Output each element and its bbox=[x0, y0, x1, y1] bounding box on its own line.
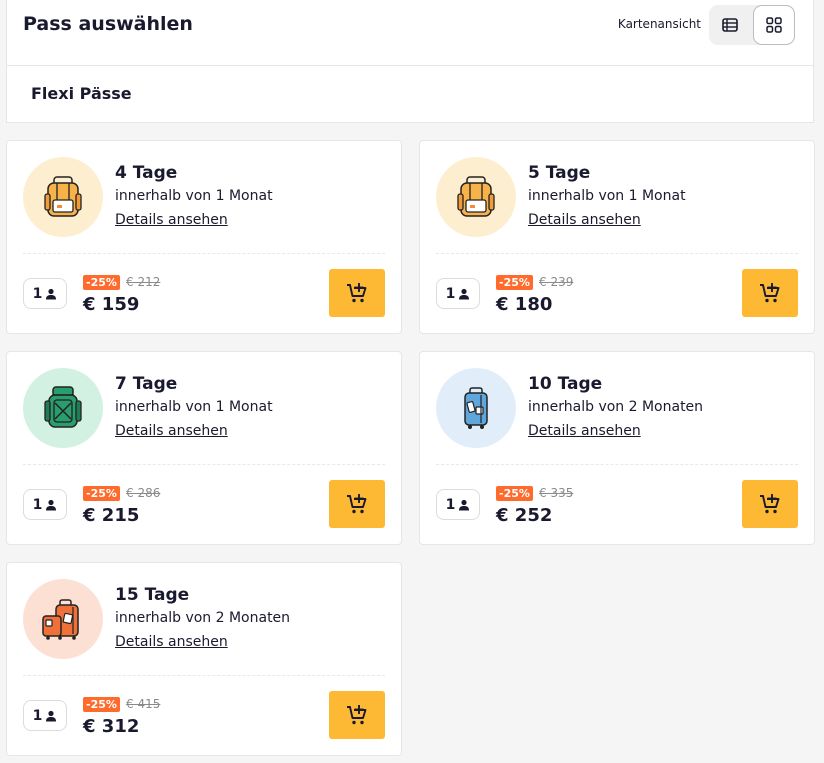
pass-card: 7 Tage innerhalb von 1 Monat Details ans… bbox=[6, 351, 402, 545]
discount-badge: -25% bbox=[83, 697, 120, 712]
add-to-cart-button[interactable] bbox=[329, 691, 385, 739]
passenger-count: 1 bbox=[445, 285, 456, 302]
pass-thumbnail bbox=[23, 368, 103, 448]
passenger-count-button[interactable]: 1 bbox=[23, 700, 67, 731]
pass-validity: innerhalb von 2 Monaten bbox=[115, 610, 291, 626]
add-to-cart-icon bbox=[760, 283, 780, 303]
divider bbox=[23, 253, 385, 254]
hiking-backpack-icon bbox=[44, 386, 82, 428]
discount-badge: -25% bbox=[496, 486, 533, 501]
discount-badge: -25% bbox=[83, 486, 120, 501]
details-link[interactable]: Details ansehen bbox=[115, 423, 228, 439]
divider bbox=[23, 675, 385, 676]
pass-thumbnail bbox=[23, 579, 103, 659]
backpack-icon bbox=[457, 176, 495, 217]
divider bbox=[23, 464, 385, 465]
pass-title: 15 Tage bbox=[115, 585, 190, 605]
add-to-cart-icon bbox=[760, 494, 780, 514]
passenger-count-button[interactable]: 1 bbox=[436, 278, 480, 309]
price: € 312 bbox=[83, 716, 140, 737]
page-header: Pass auswählen Kartenansicht bbox=[6, 0, 814, 123]
pass-thumbnail bbox=[436, 157, 516, 237]
passenger-count-button[interactable]: 1 bbox=[436, 489, 480, 520]
add-to-cart-button[interactable] bbox=[329, 480, 385, 528]
passenger-count-button[interactable]: 1 bbox=[23, 489, 67, 520]
person-icon bbox=[46, 710, 57, 721]
add-to-cart-icon bbox=[347, 705, 367, 725]
pass-validity: innerhalb von 1 Monat bbox=[528, 188, 686, 204]
list-view-icon bbox=[722, 18, 738, 32]
original-price: € 415 bbox=[126, 697, 161, 711]
add-to-cart-button[interactable] bbox=[742, 269, 798, 317]
page-title: Pass auswählen bbox=[23, 13, 193, 35]
original-price: € 286 bbox=[126, 486, 161, 500]
pass-card: 5 Tage innerhalb von 1 Monat Details ans… bbox=[419, 140, 815, 334]
suitcase-icon bbox=[464, 387, 488, 429]
add-to-cart-button[interactable] bbox=[329, 269, 385, 317]
divider bbox=[436, 253, 798, 254]
view-mode-label: Kartenansicht bbox=[617, 17, 701, 31]
person-icon bbox=[46, 499, 57, 510]
pass-card: 4 Tage innerhalb von 1 Monat Details ans… bbox=[6, 140, 402, 334]
view-toggle bbox=[709, 5, 795, 45]
pass-thumbnail bbox=[23, 157, 103, 237]
original-price: € 212 bbox=[126, 275, 161, 289]
passenger-count-button[interactable]: 1 bbox=[23, 278, 67, 309]
list-view-button[interactable] bbox=[709, 5, 751, 45]
price: € 180 bbox=[496, 294, 553, 315]
pass-title: 7 Tage bbox=[115, 374, 178, 394]
discount-badge: -25% bbox=[83, 275, 120, 290]
passenger-count: 1 bbox=[32, 496, 43, 513]
pass-validity: innerhalb von 1 Monat bbox=[115, 399, 273, 415]
passenger-count: 1 bbox=[32, 707, 43, 724]
price: € 252 bbox=[496, 505, 553, 526]
price: € 159 bbox=[83, 294, 140, 315]
pass-validity: innerhalb von 1 Monat bbox=[115, 188, 273, 204]
passenger-count: 1 bbox=[445, 496, 456, 513]
discount-badge: -25% bbox=[496, 275, 533, 290]
pass-title: 4 Tage bbox=[115, 163, 178, 183]
pass-card: 15 Tage innerhalb von 2 Monaten Details … bbox=[6, 562, 402, 756]
passenger-count: 1 bbox=[32, 285, 43, 302]
section-title: Flexi Pässe bbox=[31, 84, 132, 103]
details-link[interactable]: Details ansehen bbox=[528, 212, 641, 228]
pass-card: 10 Tage innerhalb von 2 Monaten Details … bbox=[419, 351, 815, 545]
pass-title: 10 Tage bbox=[528, 374, 603, 394]
add-to-cart-icon bbox=[347, 283, 367, 303]
pass-thumbnail bbox=[436, 368, 516, 448]
original-price: € 335 bbox=[539, 486, 574, 500]
pass-title: 5 Tage bbox=[528, 163, 591, 183]
details-link[interactable]: Details ansehen bbox=[528, 423, 641, 439]
person-icon bbox=[459, 499, 470, 510]
luggage-icon bbox=[42, 599, 79, 640]
divider bbox=[436, 464, 798, 465]
person-icon bbox=[459, 288, 470, 299]
price: € 215 bbox=[83, 505, 140, 526]
grid-view-button[interactable] bbox=[753, 5, 795, 45]
original-price: € 239 bbox=[539, 275, 574, 289]
backpack-icon bbox=[44, 176, 82, 217]
add-to-cart-button[interactable] bbox=[742, 480, 798, 528]
header-bar: Pass auswählen Kartenansicht bbox=[7, 0, 813, 66]
details-link[interactable]: Details ansehen bbox=[115, 634, 228, 650]
add-to-cart-icon bbox=[347, 494, 367, 514]
person-icon bbox=[46, 288, 57, 299]
pass-validity: innerhalb von 2 Monaten bbox=[528, 399, 704, 415]
grid-view-icon bbox=[766, 17, 782, 33]
details-link[interactable]: Details ansehen bbox=[115, 212, 228, 228]
